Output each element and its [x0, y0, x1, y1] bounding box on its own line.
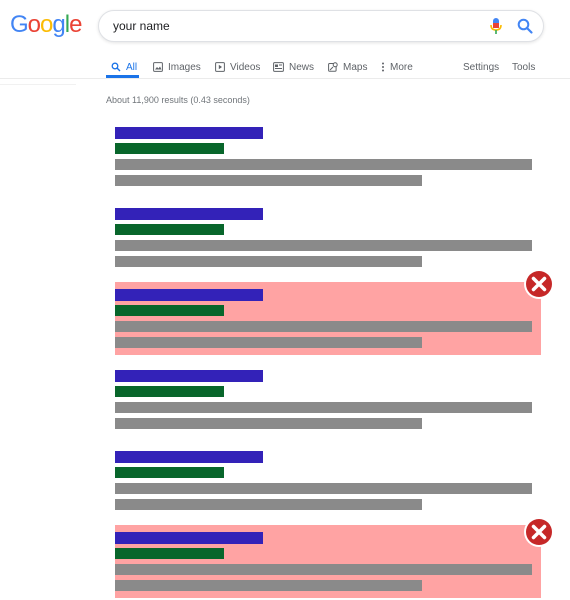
logo-letter: o — [27, 11, 41, 38]
tab-settings[interactable]: Settings — [463, 58, 499, 76]
tab-more[interactable]: More — [381, 58, 413, 76]
result-snippet-bar — [115, 337, 422, 348]
result-title-bar[interactable] — [115, 127, 263, 139]
search-box[interactable] — [98, 10, 544, 42]
result-snippet-bar — [115, 483, 532, 494]
active-tab-indicator — [106, 75, 139, 78]
result-title-bar[interactable] — [115, 208, 263, 220]
tab-images[interactable]: Images — [153, 58, 201, 76]
result-url-bar — [115, 143, 224, 154]
result-snippet-bar — [115, 321, 532, 332]
tab-label: Maps — [343, 61, 368, 73]
tab-label: Images — [168, 61, 201, 73]
result-snippet-bar — [115, 240, 532, 251]
map-icon — [328, 62, 338, 72]
result-title-bar[interactable] — [115, 532, 263, 544]
google-logo[interactable]: Google — [10, 10, 82, 40]
result-snippet-bar — [115, 564, 532, 575]
tab-label: More — [390, 61, 413, 73]
tab-maps[interactable]: Maps — [328, 58, 367, 76]
logo-letter: G — [10, 11, 29, 38]
tab-label: Tools — [512, 61, 536, 73]
tab-label: All — [126, 61, 138, 73]
search-icon[interactable] — [516, 17, 534, 35]
logo-letter: l — [64, 11, 70, 38]
tab-tools[interactable]: Tools — [512, 58, 535, 76]
left-divider — [0, 84, 76, 85]
result-url-bar — [115, 386, 224, 397]
close-circle-icon[interactable] — [523, 516, 555, 548]
result-url-bar — [115, 224, 224, 235]
search-result — [115, 127, 541, 201]
more-vertical-icon — [381, 62, 385, 72]
tab-all[interactable]: All — [111, 58, 137, 76]
result-snippet-bar — [115, 499, 422, 510]
tabs-divider — [0, 78, 570, 79]
search-result-flagged — [115, 269, 554, 355]
result-stats: About 11,900 results (0.43 seconds) — [106, 95, 250, 105]
search-result — [115, 451, 541, 525]
logo-letter: g — [52, 11, 65, 38]
result-title-bar[interactable] — [115, 370, 263, 382]
result-snippet-bar — [115, 159, 532, 170]
result-title-bar[interactable] — [115, 451, 263, 463]
tab-label: Settings — [463, 61, 500, 73]
search-result — [115, 208, 541, 282]
result-snippet-bar — [115, 402, 532, 413]
tab-label: News — [289, 61, 315, 73]
result-snippet-bar — [115, 580, 422, 591]
search-icon — [111, 62, 121, 72]
result-url-bar — [115, 467, 224, 478]
result-snippet-bar — [115, 418, 422, 429]
search-result — [115, 370, 541, 444]
result-url-bar — [115, 548, 224, 559]
search-result-flagged — [115, 517, 554, 598]
search-tabs: All Images Videos News Maps More Setting… — [0, 52, 570, 80]
tab-label: Videos — [230, 61, 261, 73]
tab-news[interactable]: News — [273, 58, 314, 76]
video-icon — [215, 62, 225, 72]
search-input[interactable] — [113, 17, 473, 35]
close-circle-icon[interactable] — [523, 268, 555, 300]
logo-letter: o — [40, 11, 53, 38]
image-icon — [153, 62, 163, 72]
news-icon — [273, 62, 284, 72]
result-snippet-bar — [115, 175, 422, 186]
mic-icon[interactable] — [489, 18, 503, 34]
result-url-bar — [115, 305, 224, 316]
result-snippet-bar — [115, 256, 422, 267]
result-title-bar[interactable] — [115, 289, 263, 301]
logo-letter: e — [69, 11, 82, 38]
tab-videos[interactable]: Videos — [215, 58, 260, 76]
